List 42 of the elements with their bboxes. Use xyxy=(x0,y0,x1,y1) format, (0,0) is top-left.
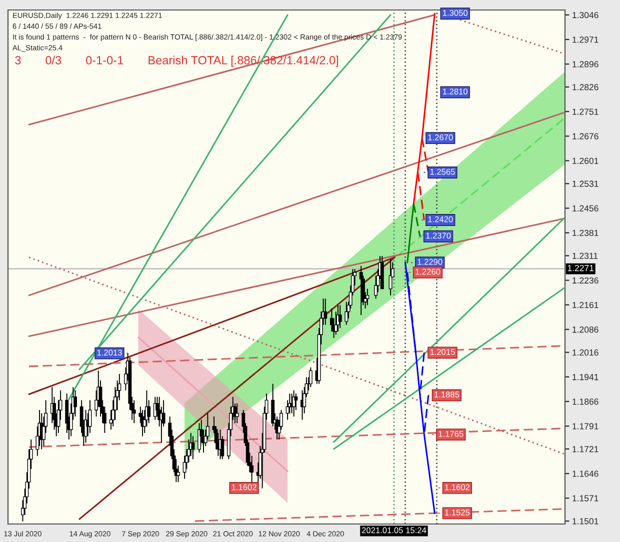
y-tick-label: 1.2456 xyxy=(572,205,598,212)
y-tick-label: 1.2601 xyxy=(572,158,598,164)
y-tick-label: 1.1791 xyxy=(572,423,598,430)
ref-line-label: 2021.01.05 15:24 xyxy=(362,527,426,534)
annotation: 0/3 xyxy=(46,56,62,64)
annotation: 1.1885 xyxy=(434,392,460,398)
annotation: 1.2013 xyxy=(97,350,122,356)
annotation: 3 xyxy=(15,56,21,64)
annotation: 0-1-0-1 xyxy=(86,56,124,64)
annotation: 1.1765 xyxy=(438,430,464,437)
annotation: 1.2290 xyxy=(418,258,442,265)
annotation: 1.2370 xyxy=(426,232,451,239)
annotation: 1.1602 xyxy=(445,484,470,490)
y-tick-label: 1.2751 xyxy=(572,108,598,115)
y-tick-label: 1.2971 xyxy=(572,36,598,43)
annotation: 1.2810 xyxy=(442,88,468,94)
y-tick-label: 1.2016 xyxy=(572,349,598,356)
y-tick-label: 1.2311 xyxy=(572,252,598,259)
annotation: 1.1602 xyxy=(232,484,256,490)
annotation: 1.2420 xyxy=(428,216,453,222)
y-tick-label: 1.2826 xyxy=(572,84,598,90)
annotation: 1.2260 xyxy=(416,268,440,275)
y-tick-label: 1.2236 xyxy=(572,277,598,284)
y-tick-label: 1.2676 xyxy=(572,133,598,140)
ref-line-label: 1.2271 xyxy=(568,264,594,272)
annotation: 1.2565 xyxy=(430,168,455,175)
y-tick-label: 1.1501 xyxy=(572,518,598,524)
y-tick-label: 1.2161 xyxy=(572,302,598,308)
y-tick-label: 1.1571 xyxy=(572,495,598,502)
y-tick-label: 1.2531 xyxy=(572,180,598,187)
y-tick-label: 1.3046 xyxy=(572,12,598,18)
y-tick-label: 1.1721 xyxy=(572,446,598,452)
y-tick-label: 1.2086 xyxy=(572,326,598,333)
y-tick-label: 1.2896 xyxy=(572,61,598,68)
y-tick-label: 1.1646 xyxy=(572,470,598,477)
annotation: 1.2015 xyxy=(430,349,455,355)
y-tick-label: 1.1941 xyxy=(572,374,598,380)
y-tick-label: 1.1866 xyxy=(572,398,598,405)
annotation: 1.3050 xyxy=(442,10,468,16)
annotation: 1.1525 xyxy=(445,510,470,516)
y-tick-label: 1.2381 xyxy=(572,230,598,236)
annotation: 1.2670 xyxy=(428,134,453,140)
